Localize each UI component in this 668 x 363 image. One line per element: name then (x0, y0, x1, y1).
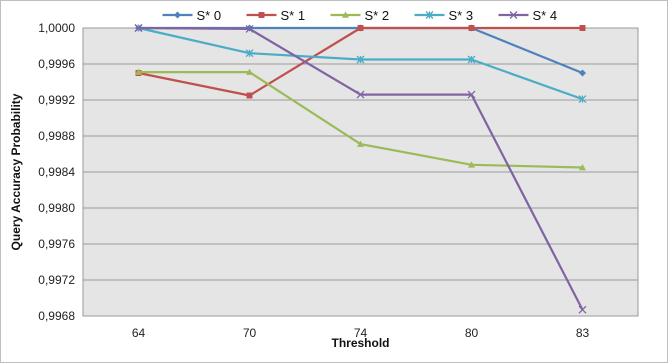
data-point-marker (579, 164, 586, 171)
y-tick-label: 0,9980 (38, 201, 75, 215)
legend-item: S* 3 (414, 8, 474, 23)
y-tick-label: 1,0000 (38, 21, 75, 35)
data-point-marker (356, 90, 365, 99)
y-tick-label: 0,9976 (38, 237, 75, 251)
data-point-marker (467, 55, 476, 64)
x-tick-label: 80 (465, 326, 479, 340)
series-group (134, 24, 587, 314)
legend-item: S* 2 (330, 8, 390, 23)
data-point-marker (425, 11, 434, 19)
data-point-marker (258, 12, 265, 18)
data-point-marker (246, 68, 253, 75)
y-tick-labels: 0,9968 0,9972 0,9976 0,9980 0,9984 0,9988 0,99… (38, 21, 75, 323)
x-tick-label: 74 (354, 326, 368, 340)
data-point-marker (135, 68, 142, 75)
y-tick-label: 0,9972 (38, 273, 75, 287)
series-s-4 (134, 24, 587, 314)
x-tick-label: 64 (132, 326, 146, 340)
legend-label: S* 2 (365, 8, 390, 23)
y-axis-title: Query Accuracy Probability (9, 93, 23, 250)
data-point-marker (467, 90, 476, 99)
data-point-marker (579, 25, 586, 31)
y-tick-label: 0,9984 (38, 165, 75, 179)
y-tick-label: 0,9996 (38, 57, 75, 71)
legend-item: S* 4 (498, 8, 558, 23)
data-point-marker (342, 11, 349, 18)
legend-item: S* 1 (246, 8, 306, 23)
legend-label: S* 1 (281, 8, 306, 23)
x-tick-labels: 64 70 74 80 83 (132, 326, 590, 340)
data-point-marker (245, 24, 254, 33)
data-point-marker (468, 161, 475, 168)
x-axis-title: Threshold (331, 336, 389, 350)
data-point-marker (134, 24, 143, 32)
data-point-marker (468, 25, 475, 31)
data-point-marker (246, 92, 253, 99)
data-point-marker (174, 11, 181, 19)
data-point-marker (357, 25, 364, 31)
data-point-marker (245, 49, 254, 58)
legend-label: S* 4 (533, 8, 558, 23)
legend-item: S* 0 (162, 8, 222, 23)
data-point-marker (356, 55, 365, 64)
y-tick-label: 0,9988 (38, 129, 75, 143)
y-tick-label: 0,9992 (38, 93, 75, 107)
legend-label: S* 3 (449, 8, 474, 23)
x-tick-label: 70 (243, 326, 257, 340)
data-point-marker (578, 305, 587, 314)
data-point-marker (357, 140, 364, 147)
data-point-marker (509, 11, 518, 19)
x-tick-label: 83 (576, 326, 590, 340)
legend-label: S* 0 (197, 8, 222, 23)
data-point-marker (579, 69, 586, 77)
legend: S* 0 S* 1 S* 2 S* 3 S* 4 (162, 8, 558, 23)
y-tick-label: 0,9968 (38, 309, 75, 323)
data-point-marker (578, 95, 587, 104)
